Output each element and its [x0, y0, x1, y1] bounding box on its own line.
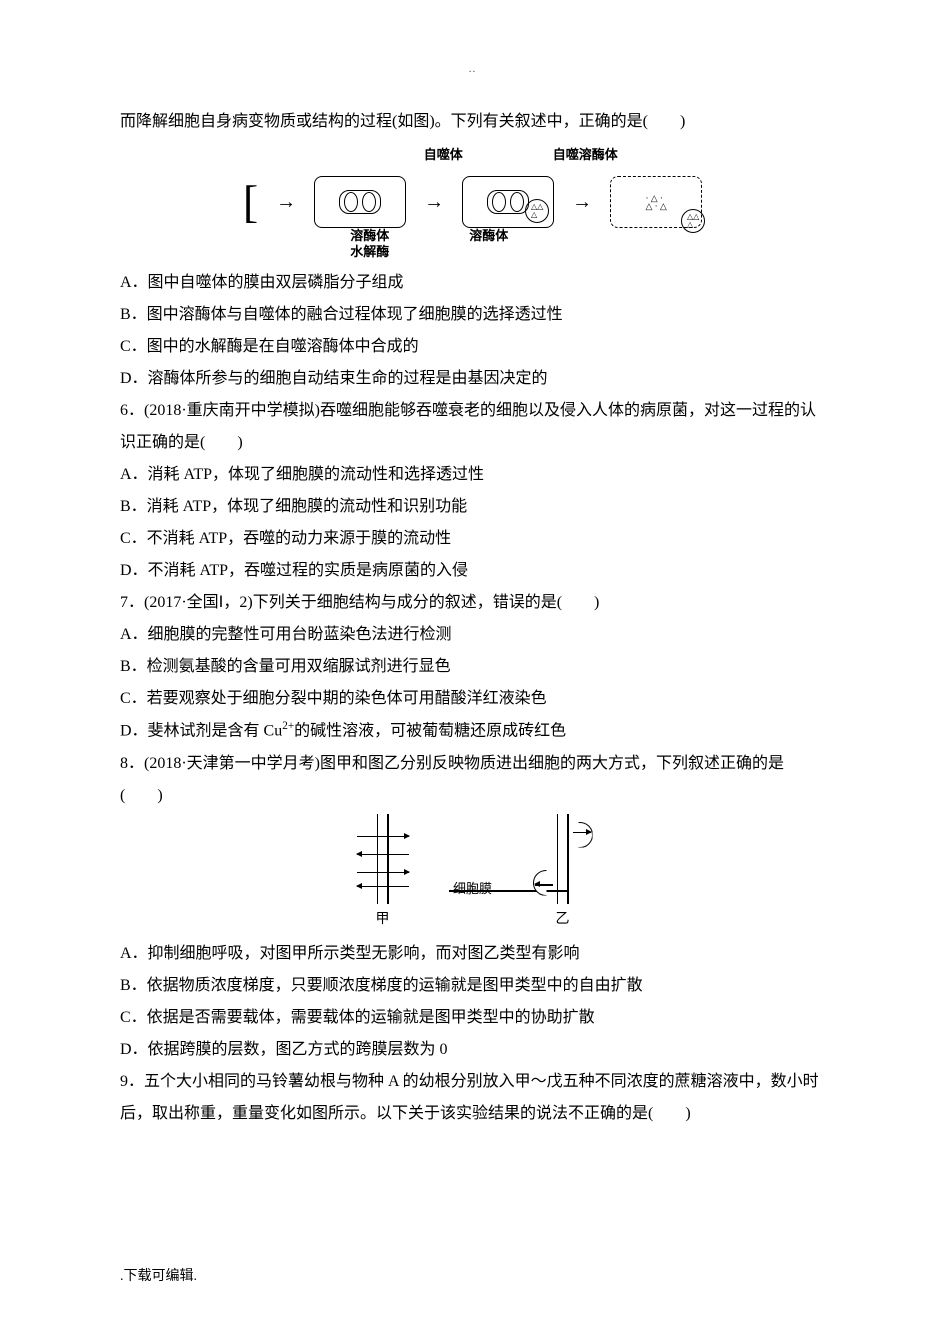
header-marker: ..: [469, 58, 477, 80]
q7-option-b: B．检测氨基酸的含量可用双缩脲试剂进行显色: [120, 651, 825, 683]
q6-option-c: C．不消耗 ATP，吞噬的动力来源于膜的流动性: [120, 523, 825, 555]
arrow-icon: →: [572, 182, 592, 222]
bracket-icon: [: [243, 179, 258, 225]
q6-option-a: A．消耗 ATP，体现了细胞膜的流动性和选择透过性: [120, 459, 825, 491]
autolysosome-box: · △ ·△ · △ △△△: [610, 176, 702, 228]
autophagy-diagram: x 自噬体 自噬溶酶体 [ → → △△△ → · △ ·△ · △ △△△ 溶…: [120, 142, 825, 259]
q7-option-c: C．若要观察处于细胞分裂中期的染色体可用醋酸洋红液染色: [120, 683, 825, 715]
q6-option-d: D．不消耗 ATP，吞噬过程的实质是病原菌的入侵: [120, 555, 825, 587]
diagram1-label-autolysosome: 自噬溶酶体: [553, 142, 618, 168]
diagram1-label-lysosome-enzyme: 溶酶体 水解酶: [350, 228, 389, 259]
q5-option-a: A．图中自噬体的膜由双层磷脂分子组成: [120, 267, 825, 299]
arrow-icon: →: [424, 182, 444, 222]
q5-option-b: B．图中溶酶体与自噬体的融合过程体现了细胞膜的选择透过性: [120, 299, 825, 331]
diagram1-label-autophagosome: 自噬体: [424, 142, 463, 168]
document-page: .. 而降解细胞自身病变物质或结构的过程(如图)。下列有关叙述中，正确的是( )…: [0, 0, 945, 1337]
arrow-icon: →: [276, 182, 296, 222]
figure2-left: 甲: [363, 814, 403, 934]
q6-stem: 6．(2018·重庆南开中学模拟)吞噬细胞能够吞噬衰老的细胞以及侵入人体的病原菌…: [120, 395, 825, 459]
footer-text: .下载可编辑.: [120, 1263, 197, 1291]
figure2-label-jia: 甲: [376, 906, 390, 934]
q7-stem: 7．(2017·全国Ⅰ，2)下列关于细胞结构与成分的叙述，错误的是( ): [120, 587, 825, 619]
q8-option-d: D．依据跨膜的层数，图乙方式的跨膜层数为 0: [120, 1034, 825, 1066]
figure2-label-membrane: 细胞膜: [453, 876, 492, 902]
q7-option-d: D．斐林试剂是含有 Cu2+的碱性溶液，可被葡萄糖还原成砖红色: [120, 715, 825, 747]
q5-stem-continued: 而降解细胞自身病变物质或结构的过程(如图)。下列有关叙述中，正确的是( ): [120, 106, 825, 138]
q8-option-c: C．依据是否需要载体，需要载体的运输就是图甲类型中的协助扩散: [120, 1002, 825, 1034]
autophagosome-box: [314, 176, 406, 228]
fusion-box: △△△: [462, 176, 554, 228]
q9-stem: 9．五个大小相同的马铃薯幼根与物种 A 的幼根分别放入甲～戊五种不同浓度的蔗糖溶…: [120, 1066, 825, 1130]
q8-option-a: A．抑制细胞呼吸，对图甲所示类型无影响，而对图乙类型有影响: [120, 938, 825, 970]
q8-option-b: B．依据物质浓度梯度，只要顺浓度梯度的运输就是图甲类型中的自由扩散: [120, 970, 825, 1002]
membrane-transport-diagram: 甲 细胞膜 乙: [120, 824, 825, 934]
figure2-label-yi: 乙: [556, 906, 570, 934]
q5-option-c: C．图中的水解酶是在自噬溶酶体中合成的: [120, 331, 825, 363]
q7-option-a: A．细胞膜的完整性可用台盼蓝染色法进行检测: [120, 619, 825, 651]
diagram1-label-lysosome: 溶酶体: [469, 228, 508, 259]
q5-option-d: D．溶酶体所参与的细胞自动结束生命的过程是由基因决定的: [120, 363, 825, 395]
q6-option-b: B．消耗 ATP，体现了细胞膜的流动性和识别功能: [120, 491, 825, 523]
figure2-right: 乙: [543, 814, 583, 934]
q8-stem: 8．(2018·天津第一中学月考)图甲和图乙分别反映物质进出细胞的两大方式，下列…: [120, 748, 825, 812]
